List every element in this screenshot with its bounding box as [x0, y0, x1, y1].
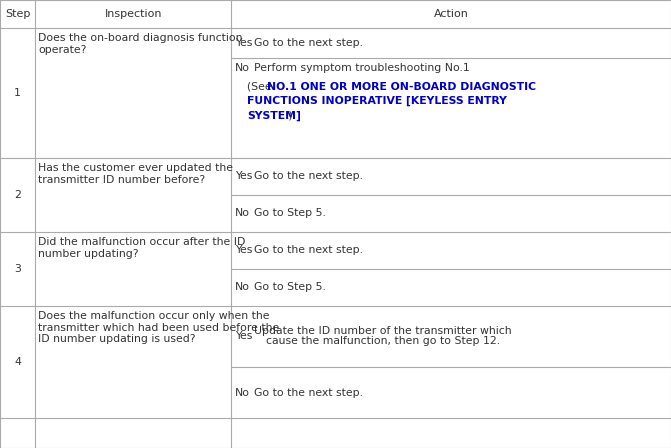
- Text: 3: 3: [14, 263, 21, 274]
- Text: Update the ID number of the transmitter which: Update the ID number of the transmitter …: [254, 326, 511, 336]
- Text: Perform symptom troubleshooting No.1: Perform symptom troubleshooting No.1: [254, 63, 470, 73]
- Text: FUNCTIONS INOPERATIVE [KEYLESS ENTRY: FUNCTIONS INOPERATIVE [KEYLESS ENTRY: [247, 96, 507, 107]
- Text: SYSTEM]: SYSTEM]: [247, 111, 301, 121]
- Text: No: No: [235, 63, 250, 73]
- Text: Has the customer ever updated the
transmitter ID number before?: Has the customer ever updated the transm…: [38, 163, 234, 185]
- Text: Yes: Yes: [235, 332, 252, 341]
- Text: Inspection: Inspection: [105, 9, 162, 19]
- Text: Go to the next step.: Go to the next step.: [254, 245, 362, 255]
- Text: No: No: [235, 388, 250, 398]
- Text: Go to the next step.: Go to the next step.: [254, 38, 362, 48]
- Text: 4: 4: [14, 357, 21, 367]
- Text: Does the on-board diagnosis function
operate?: Does the on-board diagnosis function ope…: [38, 33, 243, 55]
- Text: No: No: [235, 282, 250, 292]
- Text: (See: (See: [247, 82, 275, 92]
- Text: Go to the next step.: Go to the next step.: [254, 388, 362, 398]
- Text: Step: Step: [5, 9, 30, 19]
- Text: 2: 2: [14, 190, 21, 200]
- Text: Yes: Yes: [235, 38, 252, 48]
- Text: Go to Step 5.: Go to Step 5.: [254, 282, 325, 292]
- Text: No: No: [235, 208, 250, 218]
- Text: Action: Action: [434, 9, 468, 19]
- Text: cause the malfunction, then go to Step 12.: cause the malfunction, then go to Step 1…: [266, 336, 500, 346]
- Text: Yes: Yes: [235, 245, 252, 255]
- Text: NO.1 ONE OR MORE ON-BOARD DIAGNOSTIC: NO.1 ONE OR MORE ON-BOARD DIAGNOSTIC: [267, 82, 536, 92]
- Text: Go to the next step.: Go to the next step.: [254, 171, 362, 181]
- Text: Does the malfunction occur only when the
transmitter which had been used before : Does the malfunction occur only when the…: [38, 311, 280, 344]
- Text: Yes: Yes: [235, 171, 252, 181]
- Text: 1: 1: [14, 88, 21, 98]
- Text: Did the malfunction occur after the ID
number updating?: Did the malfunction occur after the ID n…: [38, 237, 246, 258]
- Text: Go to Step 5.: Go to Step 5.: [254, 208, 325, 218]
- Text: .): .): [286, 111, 293, 121]
